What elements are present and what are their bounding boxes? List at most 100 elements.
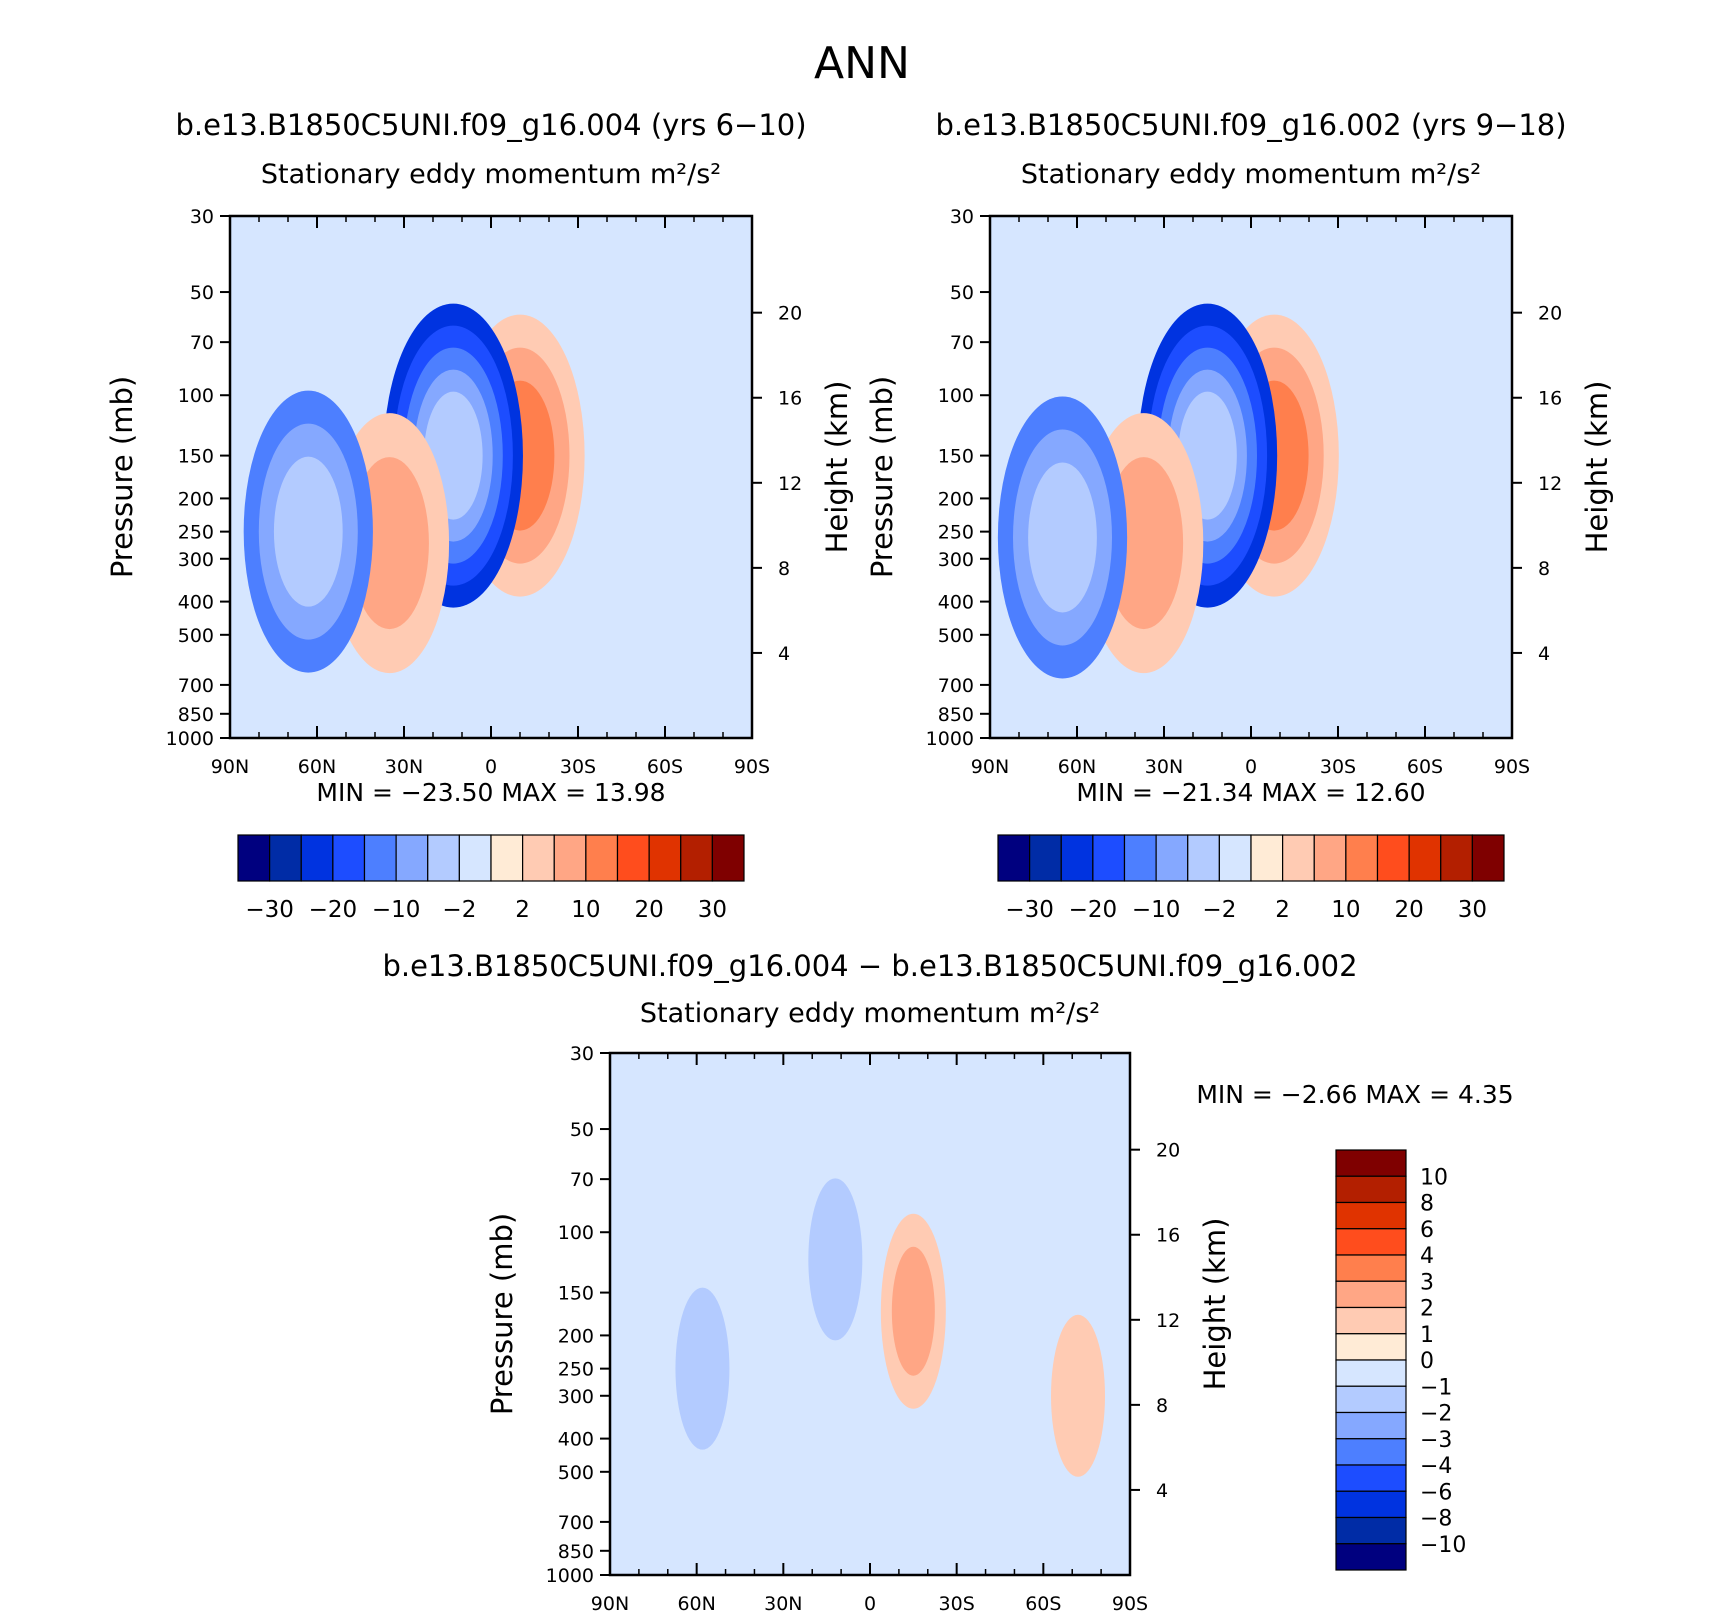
x-tick-label: 90S bbox=[1494, 756, 1530, 778]
y-tick-label: 30 bbox=[570, 1043, 594, 1065]
panel-case-title: b.e13.B1850C5UNI.f09_g16.004 − b.e13.B18… bbox=[382, 949, 1357, 983]
colorbar-tick-label: −30 bbox=[1005, 897, 1054, 923]
x-tick-label: 60S bbox=[1025, 1593, 1061, 1615]
y-tick-label: 100 bbox=[938, 385, 974, 407]
colorbar-tick-label: −10 bbox=[372, 897, 421, 923]
colorbar-box bbox=[1335, 1306, 1407, 1335]
y-tick-label: 150 bbox=[558, 1283, 594, 1305]
colorbar-box bbox=[1335, 1333, 1407, 1361]
panel-2: b.e13.B1850C5UNI.f09_g16.002 (yrs 9−18) S… bbox=[865, 108, 1614, 923]
y-tick-label: 200 bbox=[178, 488, 214, 510]
y-tick-label: 200 bbox=[558, 1325, 594, 1347]
x-tick-label: 60N bbox=[1058, 756, 1096, 778]
y-tick-label: 300 bbox=[178, 549, 214, 571]
y-tick-label: 70 bbox=[570, 1169, 594, 1191]
height-tick-label: 16 bbox=[1538, 388, 1562, 410]
colorbar-box bbox=[585, 834, 619, 882]
y-tick-label: 400 bbox=[178, 592, 214, 614]
height-tick-label: 20 bbox=[1156, 1140, 1180, 1162]
colorbar-box bbox=[1335, 1149, 1407, 1177]
colorbar-tick-label: −10 bbox=[1132, 897, 1181, 923]
colorbar-box bbox=[458, 834, 492, 882]
panel-case-title: b.e13.B1850C5UNI.f09_g16.002 (yrs 9−18) bbox=[935, 108, 1566, 142]
colorbar-tick-label: 10 bbox=[571, 897, 600, 923]
min-max-stats: MIN = −23.50 MAX = 13.98 bbox=[316, 778, 665, 807]
y-axis-label-right: Height (km) bbox=[1580, 381, 1614, 554]
contour-level-3-2 bbox=[273, 456, 343, 607]
colorbar-box bbox=[490, 834, 524, 882]
y-tick-label: 1000 bbox=[166, 728, 214, 750]
colorbar-box bbox=[1335, 1201, 1407, 1230]
x-tick-label: 30N bbox=[385, 756, 423, 778]
y-tick-label: 70 bbox=[950, 332, 974, 354]
colorbar-box bbox=[1335, 1254, 1407, 1282]
height-tick-label: 4 bbox=[1156, 1480, 1168, 1502]
colorbar-box bbox=[1250, 834, 1284, 882]
height-tick-label: 20 bbox=[1538, 303, 1562, 325]
x-tick-label: 30S bbox=[939, 1593, 975, 1615]
y-tick-label: 70 bbox=[190, 332, 214, 354]
colorbar-box bbox=[1335, 1516, 1407, 1545]
colorbar-tick-label: 0 bbox=[1420, 1349, 1434, 1374]
colorbar-tick-label: −6 bbox=[1420, 1480, 1452, 1505]
colorbar-box bbox=[1471, 834, 1505, 882]
colorbar-tick-label: 6 bbox=[1420, 1218, 1434, 1243]
x-tick-label: 30S bbox=[1320, 756, 1356, 778]
colorbar-box bbox=[1335, 1464, 1407, 1492]
colorbar-box bbox=[1029, 834, 1062, 882]
y-tick-label: 30 bbox=[190, 206, 214, 228]
x-tick-label: 90S bbox=[734, 756, 770, 778]
height-tick-label: 12 bbox=[778, 473, 802, 495]
colorbar-tick-label: −2 bbox=[1420, 1402, 1452, 1427]
colorbar-tick-label: 8 bbox=[1420, 1192, 1434, 1217]
y-tick-label: 500 bbox=[178, 625, 214, 647]
colorbar-box bbox=[1345, 834, 1379, 882]
colorbar-box bbox=[997, 834, 1031, 882]
y-axis-label-right: Height (km) bbox=[820, 381, 854, 554]
panel-1: b.e13.B1850C5UNI.f09_g16.004 (yrs 6−10) S… bbox=[105, 108, 854, 923]
colorbar-box bbox=[1376, 834, 1410, 882]
figure-title: ANN bbox=[814, 38, 910, 89]
colorbar-box bbox=[300, 834, 334, 882]
x-tick-label: 90N bbox=[211, 756, 249, 778]
colorbar-box bbox=[1218, 834, 1252, 882]
colorbar-box bbox=[553, 834, 587, 882]
height-tick-label: 8 bbox=[1156, 1395, 1168, 1417]
x-tick-label: 90N bbox=[591, 1593, 629, 1615]
y-tick-label: 300 bbox=[558, 1386, 594, 1408]
x-tick-label: 90S bbox=[1112, 1593, 1148, 1615]
colorbar-box bbox=[1335, 1490, 1407, 1519]
colorbar-tick-label: 20 bbox=[634, 897, 663, 923]
y-tick-label: 50 bbox=[950, 282, 974, 304]
y-tick-label: 30 bbox=[950, 206, 974, 228]
colorbar-box bbox=[363, 834, 397, 882]
contour-fills bbox=[243, 303, 585, 674]
colorbar-tick-label: 3 bbox=[1420, 1270, 1434, 1295]
height-tick-label: 8 bbox=[1538, 558, 1550, 580]
colorbar-tick-label: 1 bbox=[1420, 1323, 1434, 1348]
colorbar-tick-label: 30 bbox=[698, 897, 727, 923]
colorbar-box bbox=[1408, 834, 1442, 882]
x-tick-label: 60S bbox=[1407, 756, 1443, 778]
colorbar-box bbox=[1335, 1438, 1407, 1466]
colorbar-box bbox=[1187, 834, 1220, 882]
x-tick-label: 0 bbox=[864, 1593, 876, 1615]
panel-case-title: b.e13.B1850C5UNI.f09_g16.004 (yrs 6−10) bbox=[175, 108, 806, 142]
colorbar-box bbox=[1440, 834, 1473, 882]
colorbar-box bbox=[1123, 834, 1157, 882]
colorbar-tick-label: −1 bbox=[1420, 1375, 1452, 1400]
colorbar-box bbox=[1155, 834, 1189, 882]
y-tick-label: 850 bbox=[558, 1541, 594, 1563]
y-tick-label: 850 bbox=[178, 704, 214, 726]
colorbar-tick-label: −10 bbox=[1420, 1533, 1466, 1558]
y-tick-label: 300 bbox=[938, 549, 974, 571]
height-tick-label: 4 bbox=[778, 643, 790, 665]
y-axis-label: Pressure (mb) bbox=[105, 376, 139, 578]
colorbar-box bbox=[1335, 1228, 1407, 1256]
colorbar-box bbox=[1092, 834, 1126, 882]
colorbar-box bbox=[1335, 1543, 1407, 1571]
colorbar-tick-label: −3 bbox=[1420, 1428, 1452, 1453]
panel-3: b.e13.B1850C5UNI.f09_g16.004 − b.e13.B18… bbox=[382, 949, 1513, 1615]
contour-level-3-2 bbox=[1028, 462, 1097, 613]
